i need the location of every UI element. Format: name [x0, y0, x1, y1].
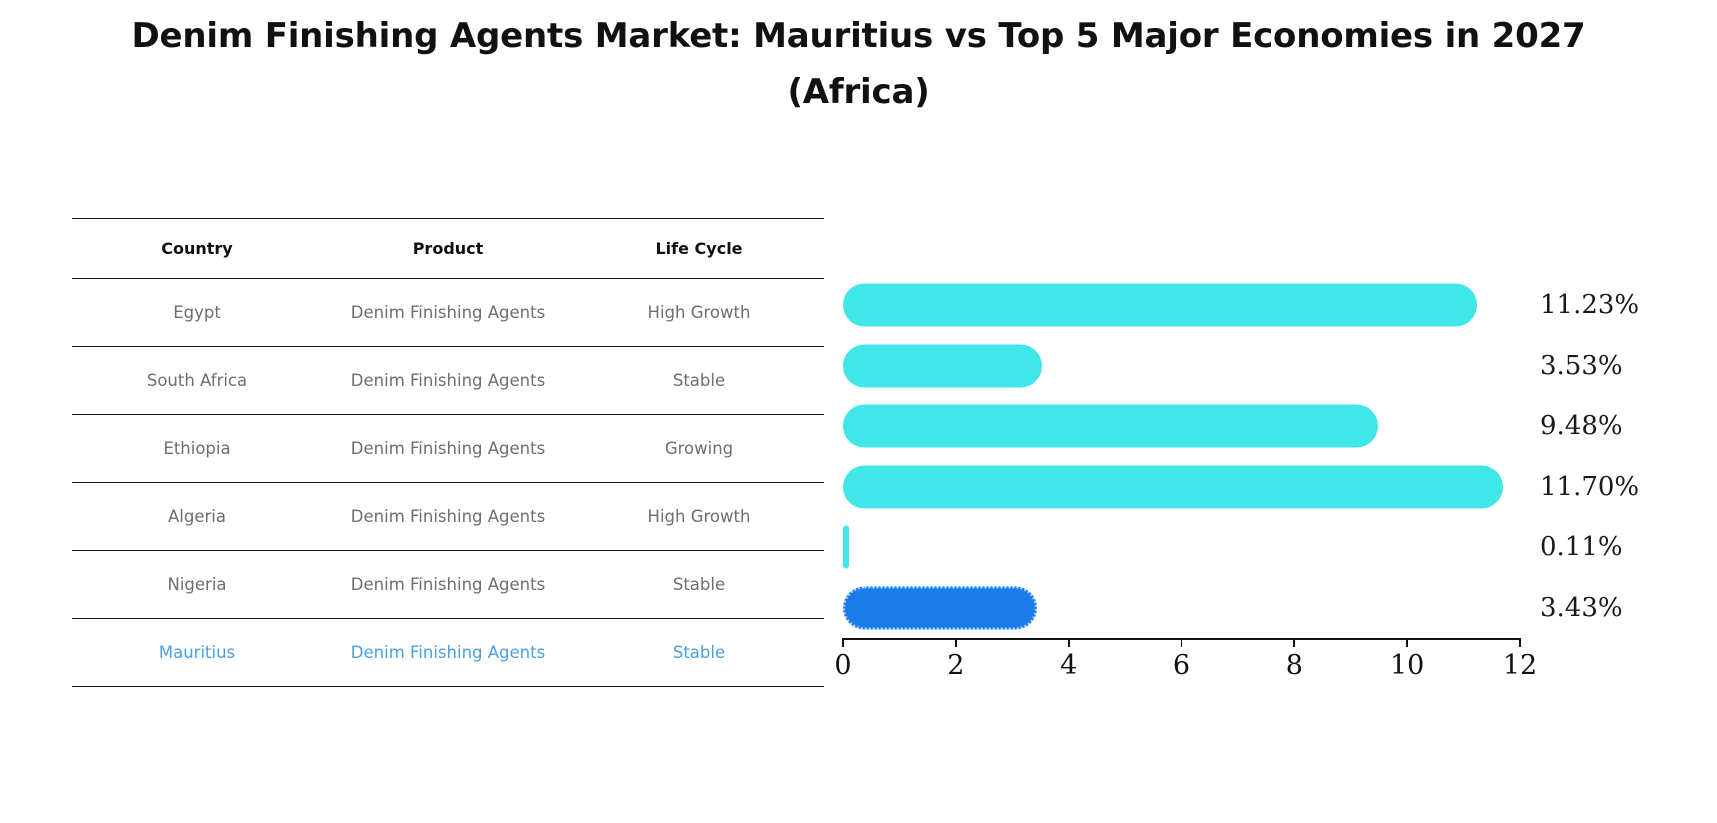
bar-egypt: [843, 283, 1477, 327]
cell-life-cycle: Growing: [574, 414, 824, 483]
bar-value-label: 11.23%: [1540, 290, 1640, 321]
x-axis: 0 2 4 6 8 10 12: [834, 638, 1537, 698]
table-row: Algeria Denim Finishing Agents High Grow…: [72, 482, 824, 551]
column-header-country: Country: [72, 218, 322, 279]
x-axis-tick-label: 10: [1389, 650, 1425, 681]
cell-product: Denim Finishing Agents: [322, 482, 574, 551]
cell-product: Denim Finishing Agents: [322, 618, 574, 687]
cell-country: Mauritius: [72, 618, 322, 687]
cell-product: Denim Finishing Agents: [322, 414, 574, 483]
cell-life-cycle: Stable: [574, 618, 824, 687]
x-axis-tick-label: 2: [947, 650, 965, 681]
table-row: Egypt Denim Finishing Agents High Growth: [72, 278, 824, 347]
bar-plot: 11.23% 3.53% 9.48% 11.70% 0.11% 3.43%: [843, 275, 1639, 639]
table-row: South Africa Denim Finishing Agents Stab…: [72, 346, 824, 415]
table-row: Ethiopia Denim Finishing Agents Growing: [72, 414, 824, 483]
x-axis-tick-label: 6: [1172, 650, 1191, 681]
table-row: Nigeria Denim Finishing Agents Stable: [72, 550, 824, 619]
cell-product: Denim Finishing Agents: [322, 346, 574, 415]
x-axis-tick-label: 12: [1502, 650, 1538, 681]
bar-value-label: 9.48%: [1540, 411, 1623, 442]
cell-product: Denim Finishing Agents: [322, 278, 574, 347]
column-header-product: Product: [322, 218, 574, 279]
bar-algeria: [843, 465, 1504, 509]
bar-row: 11.70%: [843, 457, 1639, 518]
bar-south-africa: [843, 344, 1043, 388]
table-row-highlighted: Mauritius Denim Finishing Agents Stable: [72, 618, 824, 687]
title-line-1: Denim Finishing Agents Market: Mauritius…: [131, 16, 1586, 56]
column-header-life-cycle: Life Cycle: [574, 218, 824, 279]
x-axis-tick: [1180, 638, 1183, 647]
bar-row: 11.23%: [843, 275, 1639, 336]
cell-life-cycle: Stable: [574, 550, 824, 619]
cell-life-cycle: High Growth: [574, 278, 824, 347]
x-axis-tick-label: 0: [834, 650, 852, 681]
bar-value-label: 0.11%: [1540, 532, 1623, 563]
bar-row: 3.53%: [843, 336, 1623, 397]
bar-value-label: 3.43%: [1540, 592, 1623, 623]
x-axis-tick: [842, 638, 844, 647]
x-axis-tick: [1519, 638, 1521, 647]
x-axis-tick-label: 4: [1060, 650, 1078, 681]
x-axis-tick: [1067, 638, 1070, 647]
cell-product: Denim Finishing Agents: [322, 550, 574, 619]
cell-country: Ethiopia: [72, 414, 322, 483]
cell-country: Algeria: [72, 482, 322, 551]
cell-country: Egypt: [72, 278, 322, 347]
bar-row: 0.11%: [843, 517, 1623, 578]
market-table: Country Product Life Cycle Egypt Denim F…: [72, 218, 824, 687]
table-body: Egypt Denim Finishing Agents High Growth…: [72, 278, 824, 687]
bar-row: 3.43%: [843, 578, 1623, 639]
bar-row: 9.48%: [843, 396, 1623, 457]
x-axis-tick: [1406, 638, 1409, 647]
table-header: Country Product Life Cycle: [72, 218, 824, 279]
bar-ethiopia: [843, 404, 1378, 448]
title-line-2: (Africa): [787, 72, 930, 112]
bar-value-label: 3.53%: [1540, 350, 1623, 381]
x-axis-tick-label: 8: [1285, 650, 1303, 681]
cell-country: Nigeria: [72, 550, 322, 619]
x-axis-tick: [954, 638, 957, 647]
page-title: Denim Finishing Agents Market: Mauritius…: [0, 8, 1717, 120]
bar-value-label: 11.70%: [1540, 471, 1640, 502]
x-axis-tick: [1293, 638, 1296, 647]
bar-nigeria: [843, 525, 850, 569]
cell-country: South Africa: [72, 346, 322, 415]
cell-life-cycle: High Growth: [574, 482, 824, 551]
bar-mauritius: [843, 586, 1037, 630]
cell-life-cycle: Stable: [574, 346, 824, 415]
table-header-row: Country Product Life Cycle: [72, 218, 824, 279]
